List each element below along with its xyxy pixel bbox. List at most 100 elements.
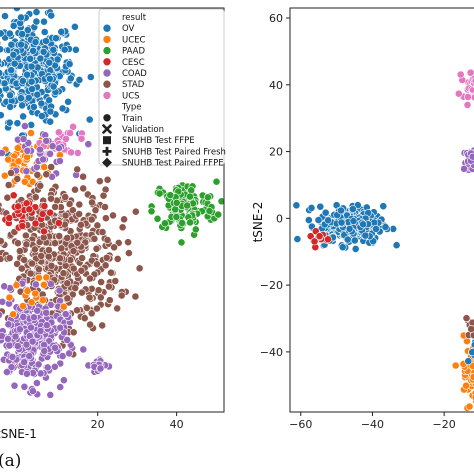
scatter-point-ov [27, 62, 36, 71]
scatter-point-cesc [306, 232, 315, 241]
scatter-point-stad [462, 314, 471, 323]
scatter-point-ov [18, 30, 27, 38]
legend-marker-ucec [102, 35, 112, 44]
scatter-point-ov [46, 107, 55, 116]
scatter-point-coad [51, 343, 59, 352]
scatter-point-stad [109, 211, 117, 220]
scatter-point-coad [56, 157, 64, 165]
scatter-point-ov [372, 224, 380, 233]
scatter-point-paad [171, 205, 180, 214]
scatter-point-ucec [20, 177, 29, 186]
right-ticks: −60 −40 −20 −40 −20 0 20 40 60 [260, 12, 456, 431]
scatter-point-ucec [23, 153, 31, 162]
scatter-point-coad [36, 327, 45, 335]
scatter-point-ov [58, 104, 67, 113]
scatter-point-cesc [18, 222, 27, 230]
scatter-point-stad [78, 254, 86, 262]
legend-marker-snuhb-test-paired-fresh [102, 146, 112, 156]
scatter-point-ov [304, 216, 313, 224]
scatter-point-ov [316, 202, 325, 211]
scatter-point-stad [93, 260, 101, 269]
scatter-point-stad [13, 239, 22, 248]
scatter-point-coad [0, 149, 6, 157]
left-points [0, 8, 224, 399]
scatter-point-ov [42, 37, 50, 45]
scatter-point-ov [5, 29, 14, 38]
scatter-point-stad [68, 206, 77, 215]
scatter-point-ucec [451, 361, 460, 370]
scatter-point-ov [7, 40, 16, 49]
scatter-point-ov [0, 79, 9, 88]
scatter-point-coad [22, 167, 31, 176]
x-tick-label: −40 [361, 418, 384, 431]
scatter-point-ov [19, 112, 27, 121]
scatter-point-stad [88, 198, 96, 207]
scatter-point-coad [42, 136, 51, 145]
scatter-point-paad [177, 238, 186, 247]
scatter-point-stad [120, 215, 128, 224]
x-tick-label: −60 [289, 418, 312, 431]
scatter-point-stad [79, 172, 87, 181]
scatter-point-stad [103, 236, 112, 244]
legend-marker-coad [102, 68, 112, 78]
scatter-point-coad [42, 308, 51, 317]
scatter-point-stad [31, 193, 40, 202]
scatter-point-ov [348, 205, 357, 213]
scatter-point-ov [71, 22, 79, 31]
scatter-point-stad [47, 261, 56, 270]
scatter-point-ov [6, 91, 15, 100]
scatter-point-coad [15, 325, 24, 334]
scatter-point-ov [65, 60, 74, 68]
scatter-point-ucec [465, 402, 474, 411]
scatter-point-coad [4, 334, 12, 343]
scatter-point-coad [468, 152, 474, 161]
scatter-point-ucs [73, 148, 82, 157]
scatter-point-ov [18, 77, 27, 85]
legend-label: OV [122, 24, 135, 34]
scatter-point-ov [57, 27, 66, 36]
x-tick-label: −20 [433, 418, 456, 431]
scatter-point-stad [56, 254, 64, 263]
scatter-point-ucs [464, 93, 472, 101]
left-axes-frame [0, 7, 225, 413]
scatter-point-coad [10, 381, 19, 390]
scatter-point-ov [86, 73, 95, 81]
legend-label: CESC [122, 58, 145, 68]
scatter-point-ov [1, 12, 9, 20]
scatter-point-stad [105, 282, 113, 291]
scatter-point-stad [26, 269, 35, 278]
scatter-point-coad [20, 382, 29, 391]
scatter-point-stad [55, 232, 64, 240]
scatter-point-ov [337, 206, 345, 215]
scatter-point-coad [0, 282, 9, 291]
scatter-point-ov [0, 45, 5, 54]
scatter-point-coad [65, 349, 73, 358]
x-tick-label: 20 [91, 418, 105, 431]
scatter-point-coad [96, 364, 105, 373]
scatter-point-coad [0, 297, 7, 306]
scatter-point-stad [73, 306, 81, 315]
scatter-point-stad [90, 234, 99, 243]
scatter-point-ov [53, 55, 62, 64]
scatter-point-ucec [23, 287, 32, 295]
scatter-point-paad [186, 218, 194, 227]
scatter-point-ov [39, 47, 48, 56]
scatter-point-ov [7, 66, 16, 75]
scatter-point-paad [191, 225, 200, 234]
scatter-point-ov [33, 90, 42, 99]
scatter-point-stad [61, 211, 70, 220]
scatter-point-ov [338, 243, 347, 252]
scatter-point-ucs [77, 134, 86, 143]
scatter-point-stad [113, 254, 122, 263]
y-tick-label: −20 [260, 279, 283, 292]
scatter-point-stad [87, 215, 96, 224]
scatter-point-paad [166, 191, 175, 200]
scatter-point-ov [85, 115, 94, 124]
scatter-point-paad [172, 212, 181, 221]
scatter-point-coad [32, 280, 40, 289]
scatter-point-stad [95, 177, 104, 186]
scatter-point-stad [13, 259, 21, 268]
scatter-point-stad [75, 210, 83, 218]
scatter-point-ucec [13, 144, 22, 152]
scatter-point-stad [117, 291, 126, 300]
